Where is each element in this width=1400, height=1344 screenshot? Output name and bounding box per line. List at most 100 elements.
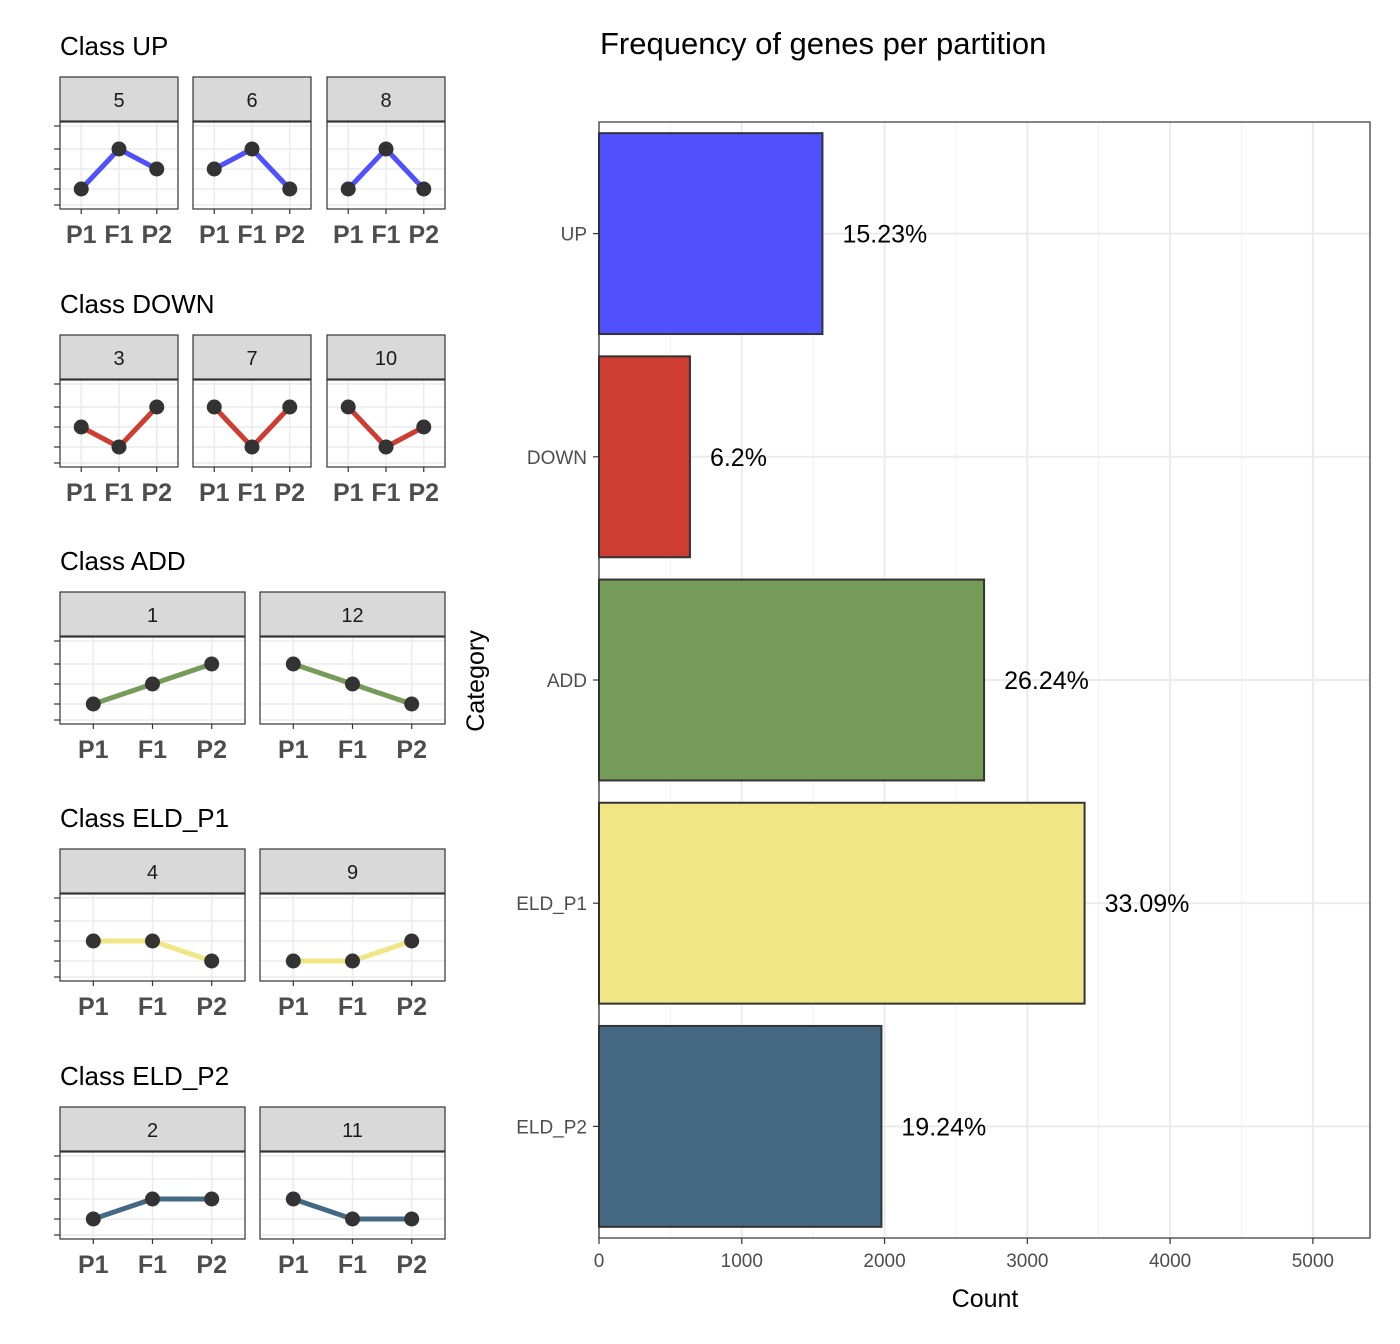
bar-down bbox=[598, 355, 691, 559]
facet-point bbox=[111, 439, 127, 455]
bar-value-label: 33.09% bbox=[1105, 890, 1190, 918]
facet-point bbox=[145, 1191, 160, 1207]
facet-strip bbox=[192, 334, 312, 380]
facet-point bbox=[404, 933, 420, 949]
class-panel-title: Class ELD_P1 bbox=[60, 803, 229, 833]
facet-x-label: F1 bbox=[104, 479, 133, 507]
facet-strip-label: 2 bbox=[147, 1120, 158, 1142]
facet-x-label: P2 bbox=[141, 221, 172, 249]
facet-x-label: F1 bbox=[237, 479, 266, 507]
facet-x-label: P1 bbox=[333, 221, 364, 249]
chart-bars bbox=[598, 132, 1086, 1228]
facet-x-label: F1 bbox=[104, 221, 133, 249]
facet-x-label: F1 bbox=[338, 993, 367, 1021]
chart-y-axis: UP DOWN ADD ELD_P1 ELD_P2 bbox=[516, 225, 599, 1138]
facet-point bbox=[149, 161, 165, 177]
bar-value-label: 19.24% bbox=[901, 1113, 986, 1141]
facet: 7 P1 F1 P2 bbox=[192, 334, 312, 507]
facet-x-label: F1 bbox=[237, 221, 266, 249]
facet-x-label: P2 bbox=[396, 993, 427, 1021]
facet-strip-label: 9 bbox=[347, 862, 358, 884]
facet-x-label: P2 bbox=[408, 479, 439, 507]
class-panel-title: Class ADD bbox=[60, 546, 186, 576]
facet-point bbox=[244, 439, 260, 455]
facet-point bbox=[416, 181, 432, 197]
facet-point bbox=[73, 419, 89, 435]
facet-point bbox=[85, 933, 101, 949]
x-tick-label: 5000 bbox=[1292, 1251, 1334, 1272]
facet-x-label: P1 bbox=[78, 993, 109, 1021]
facet-point bbox=[145, 676, 160, 692]
chart-x-axis: 0 1000 2000 3000 4000 5000 bbox=[594, 1238, 1334, 1272]
facet: 5 P1 F1 P2 bbox=[54, 76, 179, 249]
facet: 12 P1 F1 P2 bbox=[259, 591, 446, 764]
x-tick-label: 3000 bbox=[1006, 1251, 1048, 1272]
facet-x-label: F1 bbox=[371, 479, 400, 507]
bar-value-label: 15.23% bbox=[842, 221, 927, 249]
class-panel-title: Class UP bbox=[60, 31, 168, 61]
facet-x-label: F1 bbox=[138, 736, 167, 764]
facet-strip bbox=[326, 334, 446, 380]
facet-x-label: P2 bbox=[274, 479, 305, 507]
facet-point bbox=[85, 696, 101, 712]
bar-add bbox=[598, 578, 986, 782]
bar-eld-p1 bbox=[598, 801, 1086, 1005]
bar-eld-p2 bbox=[598, 1024, 883, 1228]
class-panel: Class ELD_P2 2 P1 F1 P2 11 P1 F1 P2 bbox=[54, 1061, 446, 1279]
facet-x-label: P1 bbox=[78, 736, 109, 764]
facet-strip-label: 10 bbox=[375, 348, 397, 370]
y-tick-label: ELD_P2 bbox=[516, 1117, 587, 1138]
facet-strip bbox=[59, 76, 179, 122]
facet-strip-label: 4 bbox=[147, 862, 158, 884]
facet-point bbox=[345, 1211, 360, 1227]
x-tick-label: 0 bbox=[594, 1251, 605, 1272]
class-panel: Class ELD_P1 4 P1 F1 P2 9 P1 F1 P2 bbox=[54, 803, 446, 1021]
facet: 9 P1 F1 P2 bbox=[259, 848, 446, 1021]
bar-value-label: 6.2% bbox=[710, 444, 767, 472]
facet-x-label: F1 bbox=[371, 221, 400, 249]
facet: 11 P1 F1 P2 bbox=[259, 1106, 446, 1279]
facet-x-label: P1 bbox=[199, 221, 230, 249]
facet-point bbox=[378, 141, 394, 157]
bar-up bbox=[598, 132, 824, 336]
facet-point bbox=[285, 953, 301, 969]
facet-x-label: P1 bbox=[278, 1251, 309, 1279]
facet-strip bbox=[59, 334, 179, 380]
facet-x-label: P2 bbox=[141, 479, 172, 507]
facet-point bbox=[378, 439, 394, 455]
facet-point bbox=[73, 181, 89, 197]
facet-point bbox=[85, 1211, 101, 1227]
facet-strip-label: 1 bbox=[147, 605, 158, 627]
chart-data-labels: 15.23% 6.2% 26.24% 33.09% 19.24% bbox=[710, 221, 1189, 1142]
facet-strip-label: 6 bbox=[246, 90, 257, 112]
facet-point bbox=[285, 1191, 301, 1207]
facet-strip-label: 5 bbox=[113, 90, 124, 112]
facet-x-label: P1 bbox=[333, 479, 364, 507]
facet-strip bbox=[192, 76, 312, 122]
facet-x-label: F1 bbox=[138, 1251, 167, 1279]
facet-point bbox=[145, 933, 160, 949]
y-tick-label: ELD_P1 bbox=[516, 894, 587, 915]
facet-strip-label: 7 bbox=[246, 348, 257, 370]
facet-strip bbox=[259, 591, 446, 637]
facet-strip-label: 8 bbox=[380, 90, 391, 112]
facet-x-label: P2 bbox=[196, 993, 227, 1021]
facet-strip-label: 12 bbox=[341, 605, 363, 627]
x-tick-label: 1000 bbox=[721, 1251, 763, 1272]
facet-strip bbox=[326, 76, 446, 122]
facet-x-label: F1 bbox=[138, 993, 167, 1021]
facet-strip-label: 3 bbox=[113, 348, 124, 370]
x-tick-label: 2000 bbox=[863, 1251, 905, 1272]
facet: 3 P1 F1 P2 bbox=[54, 334, 179, 507]
facet-strip bbox=[59, 591, 246, 637]
class-panel-title: Class DOWN bbox=[60, 289, 215, 319]
facet: 4 P1 F1 P2 bbox=[54, 848, 246, 1021]
facet-x-label: P2 bbox=[396, 1251, 427, 1279]
class-panel-title: Class ELD_P2 bbox=[60, 1061, 229, 1091]
facet-point bbox=[111, 141, 127, 157]
facet-x-label: F1 bbox=[338, 1251, 367, 1279]
